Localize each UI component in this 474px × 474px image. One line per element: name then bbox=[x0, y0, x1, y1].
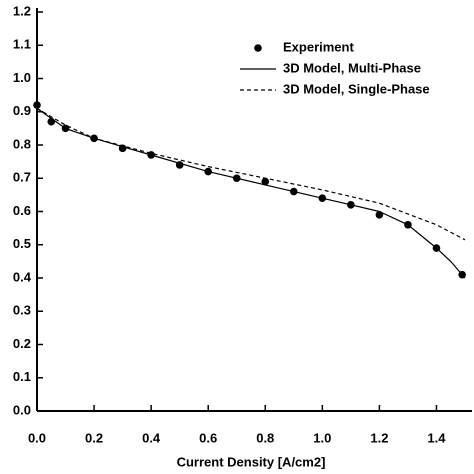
x-tick-label: 0.2 bbox=[85, 430, 103, 445]
x-tick-label: 0.8 bbox=[256, 430, 274, 445]
y-tick-label: 0.0 bbox=[13, 402, 31, 417]
y-tick-label: 1.0 bbox=[13, 70, 31, 85]
legend-label: 3D Model, Multi-Phase bbox=[283, 60, 421, 75]
x-tick-label: 0.6 bbox=[199, 430, 217, 445]
data-point bbox=[33, 101, 41, 109]
y-tick-label: 1.1 bbox=[13, 37, 31, 52]
y-tick-label: 0.4 bbox=[13, 269, 32, 284]
y-tick-label: 1.2 bbox=[13, 3, 31, 18]
y-tick-label: 0.9 bbox=[13, 103, 31, 118]
y-tick-label: 0.2 bbox=[13, 336, 31, 351]
legend-label: Experiment bbox=[283, 39, 354, 54]
series-line bbox=[36, 107, 466, 241]
legend-label: 3D Model, Single-Phase bbox=[283, 81, 430, 96]
y-tick-label: 0.5 bbox=[13, 236, 31, 251]
x-tick-label: 1.2 bbox=[370, 430, 388, 445]
legend-marker bbox=[254, 44, 262, 52]
x-tick-label: 0.0 bbox=[28, 430, 46, 445]
y-tick-label: 0.7 bbox=[13, 170, 31, 185]
y-tick-label: 0.6 bbox=[13, 203, 31, 218]
y-tick-label: 0.8 bbox=[13, 136, 31, 151]
y-tick-label: 0.3 bbox=[13, 303, 31, 318]
x-axis-label: Current Density [A/cm2] bbox=[177, 454, 326, 469]
x-tick-label: 1.4 bbox=[427, 430, 446, 445]
x-tick-label: 0.4 bbox=[142, 430, 161, 445]
data-point bbox=[261, 177, 270, 186]
series-line bbox=[36, 107, 466, 279]
x-tick-label: 1.0 bbox=[313, 430, 331, 445]
y-tick-label: 0.1 bbox=[13, 369, 31, 384]
